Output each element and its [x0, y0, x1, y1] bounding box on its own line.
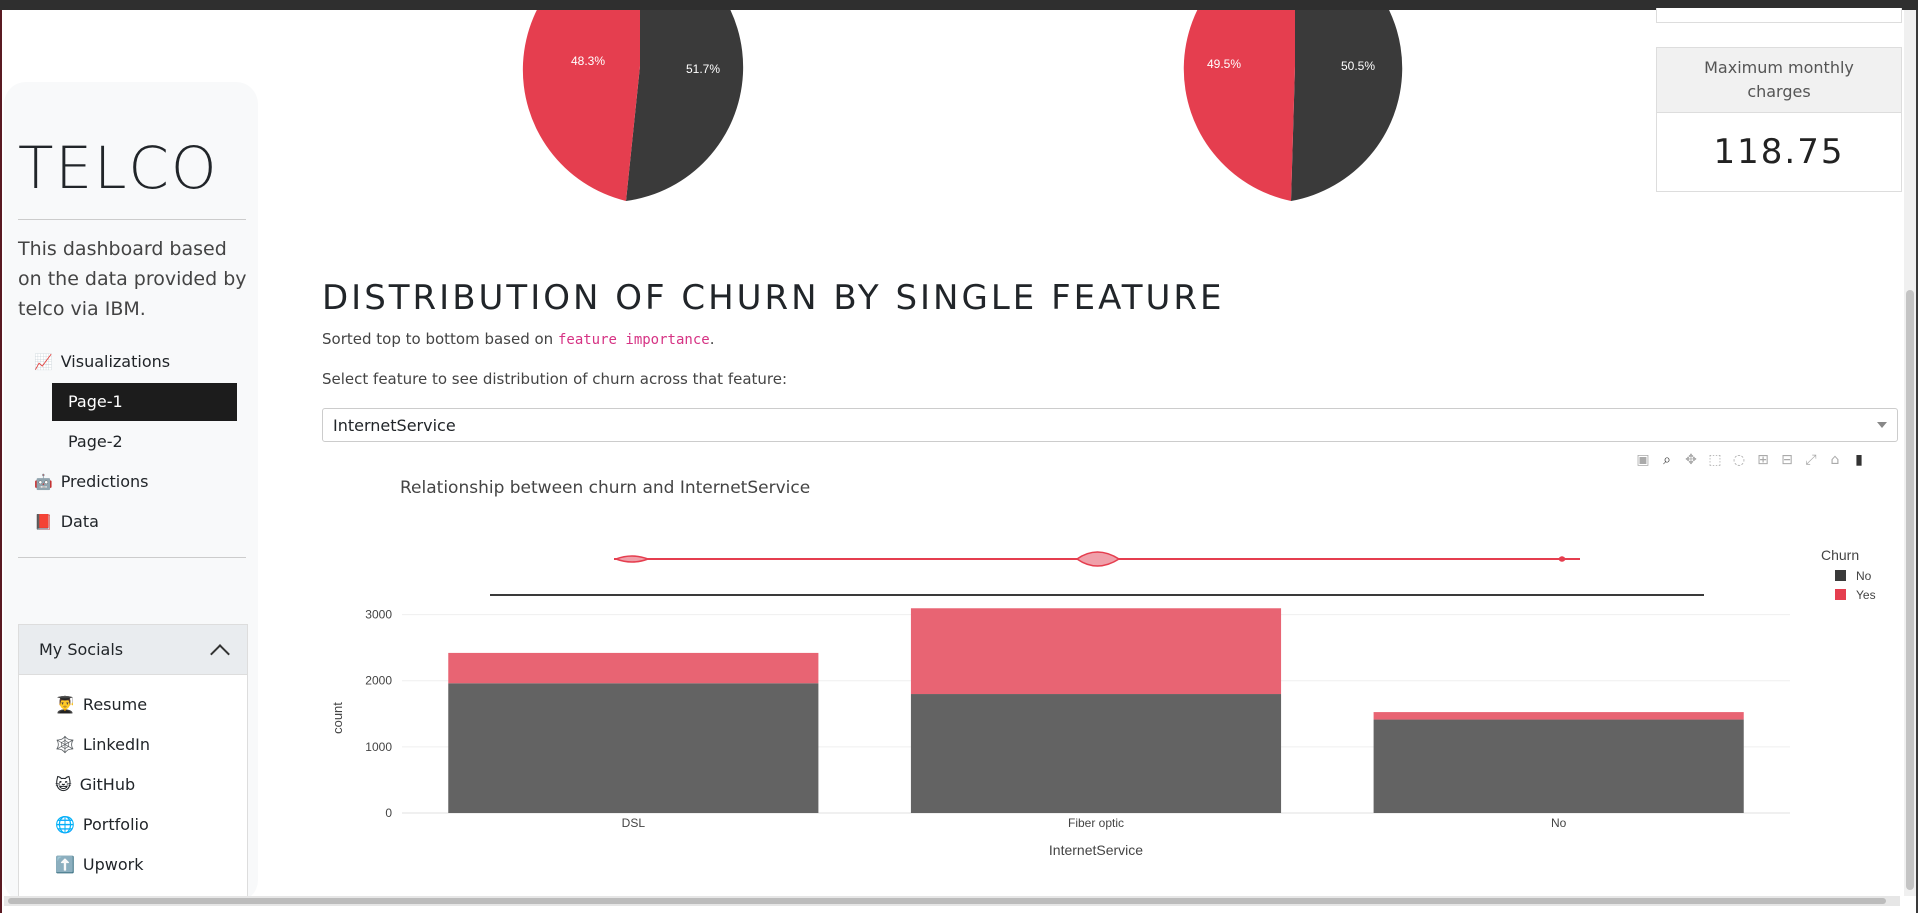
legend-swatch-yes[interactable] — [1835, 589, 1846, 600]
pie-1-slice-no — [626, 10, 744, 201]
sorted-note-suffix: . — [709, 330, 715, 348]
chart-modebar: ▣ ⌕ ✥ ⬚ ◌ ⊞ ⊟ ⤢ ⌂ ▮ — [1634, 451, 1868, 469]
window-top-bar — [0, 0, 1918, 10]
feature-dropdown[interactable]: InternetService — [322, 408, 1898, 442]
sidebar-description: This dashboard based on the data provide… — [18, 238, 247, 320]
bar-no-fiber-optic[interactable] — [910, 694, 1282, 813]
churn-bar-chart: 0 1000 2000 3000 DSL Fiber optic No count Inte… — [330, 547, 1876, 858]
nav-visualizations[interactable]: 📈 Visualizations — [34, 352, 170, 371]
cat-icon: 😺 — [55, 775, 72, 794]
sidebar-divider — [18, 219, 246, 220]
section-title: DISTRIBUTION OF CHURN BY SINGLE FEATURE — [322, 278, 1225, 318]
pie-2-label-no: 50.5% — [1341, 59, 1375, 73]
chevron-up-icon — [210, 643, 230, 664]
globe-icon: 🌐 — [55, 815, 75, 834]
social-linkedin[interactable]: 🕸️ LinkedIn — [55, 735, 150, 754]
pie-2-slice-yes — [1183, 10, 1295, 201]
socials-accordion: My Socials 👨‍🎓 Resume 🕸️ LinkedIn 😺 GitH… — [18, 624, 248, 906]
autoscale-icon[interactable]: ⤢ — [1805, 452, 1817, 468]
zoom-icon[interactable]: ⌕ — [1663, 452, 1671, 468]
pie-2-slice-no — [1291, 10, 1403, 201]
window-frame-left — [0, 10, 2, 913]
chart-bars — [448, 608, 1744, 813]
y-tick-label: 0 — [385, 806, 392, 820]
x-tick-label: Fiber optic — [1068, 816, 1124, 830]
social-upwork-label: Upwork — [82, 855, 144, 874]
book-icon: 📕 — [34, 512, 53, 531]
nav-visualizations-label: Visualizations — [60, 352, 171, 371]
y-tick-label: 2000 — [365, 674, 392, 688]
lasso-select-icon[interactable]: ◌ — [1732, 452, 1746, 468]
chart-title: Relationship between churn and InternetS… — [400, 478, 811, 498]
robot-icon: 🤖 — [34, 472, 53, 491]
brand-title: TELCO — [18, 134, 219, 202]
legend-title: Churn — [1821, 547, 1859, 563]
pie-2-label-yes: 49.5% — [1207, 57, 1241, 71]
sorted-note-prefix: Sorted top to bottom based on — [322, 330, 558, 348]
pie-1-label-yes: 48.3% — [571, 54, 605, 68]
bar-no-dsl[interactable] — [448, 683, 819, 813]
nav-data-label: Data — [60, 512, 99, 531]
marginal-violins — [490, 551, 1704, 596]
social-github[interactable]: 😺 GitHub — [55, 775, 135, 794]
y-tick-label: 3000 — [365, 608, 392, 622]
sorted-note: Sorted top to bottom based on feature im… — [322, 330, 714, 348]
nav-predictions-label: Predictions — [60, 472, 149, 491]
kpi-title: Maximum monthly charges — [1657, 48, 1901, 113]
feature-select-label: Select feature to see distribution of ch… — [322, 370, 788, 388]
social-portfolio[interactable]: 🌐 Portfolio — [55, 815, 149, 834]
legend-label-yes[interactable]: Yes — [1856, 588, 1876, 602]
social-resume-label: Resume — [82, 695, 148, 714]
nav-data[interactable]: 📕 Data — [34, 512, 99, 531]
y-tick-label: 1000 — [365, 740, 392, 754]
horizontal-scrollbar-thumb[interactable] — [8, 898, 1886, 904]
feature-importance-link[interactable]: feature importance — [557, 332, 710, 348]
chart-ticks: 0 1000 2000 3000 DSL Fiber optic No — [365, 608, 1566, 830]
bar-yes-fiber-optic[interactable] — [910, 608, 1282, 695]
sidebar-divider-2 — [18, 557, 246, 558]
legend-label-no[interactable]: No — [1856, 569, 1872, 583]
nav-page-2[interactable]: Page-2 — [68, 432, 123, 451]
plotly-logo-icon[interactable]: ▮ — [1855, 452, 1863, 468]
window-frame-right — [1916, 10, 1918, 913]
camera-icon[interactable]: ▣ — [1636, 452, 1650, 468]
chart-legend: Churn No Yes — [1821, 547, 1876, 602]
bar-yes-no[interactable] — [1373, 712, 1744, 720]
graduate-icon: 👨‍🎓 — [55, 695, 75, 714]
social-upwork[interactable]: ⬆️ Upwork — [55, 855, 144, 874]
web-icon: 🕸️ — [55, 735, 75, 754]
kpi-value: 118.75 — [1713, 132, 1845, 172]
social-portfolio-label: Portfolio — [82, 815, 149, 834]
socials-title: My Socials — [39, 640, 124, 659]
kpi-card-max-monthly-charges: Maximum monthly charges 118.75 — [1656, 47, 1902, 192]
bar-yes-dsl[interactable] — [448, 652, 819, 684]
feature-dropdown-value: InternetService — [333, 415, 456, 435]
x-axis-label: InternetService — [1049, 842, 1143, 858]
box-select-icon[interactable]: ⬚ — [1708, 452, 1722, 468]
reset-axes-icon[interactable]: ⌂ — [1830, 452, 1840, 468]
pie-chart-1: 48.3% 51.7% — [522, 10, 744, 201]
pie-1-slice-yes — [522, 10, 640, 201]
x-tick-label: DSL — [622, 816, 646, 830]
vertical-scrollbar-thumb[interactable] — [1906, 290, 1914, 890]
social-linkedin-label: LinkedIn — [82, 735, 150, 754]
arrow-up-icon: ⬆️ — [55, 855, 75, 874]
pan-icon[interactable]: ✥ — [1685, 452, 1697, 468]
chart-up-icon: 📈 — [34, 352, 53, 371]
bar-no-no[interactable] — [1373, 719, 1744, 813]
nav-predictions[interactable]: 🤖 Predictions — [34, 472, 149, 491]
social-resume[interactable]: 👨‍🎓 Resume — [55, 695, 147, 714]
zoom-out-icon[interactable]: ⊟ — [1781, 452, 1793, 468]
zoom-in-icon[interactable]: ⊞ — [1757, 452, 1769, 468]
kpi-card-previous — [1656, 8, 1902, 23]
legend-swatch-no[interactable] — [1835, 570, 1846, 581]
pie-chart-2: 49.5% 50.5% — [1183, 10, 1403, 201]
nav-page-1[interactable]: Page-1 — [52, 383, 237, 421]
socials-accordion-header[interactable]: My Socials — [19, 625, 247, 675]
dropdown-arrow-icon[interactable] — [1877, 422, 1887, 428]
social-github-label: GitHub — [79, 775, 136, 794]
x-tick-label: No — [1551, 816, 1567, 830]
y-axis-label: count — [330, 702, 345, 734]
pie-1-label-no: 51.7% — [686, 62, 720, 76]
